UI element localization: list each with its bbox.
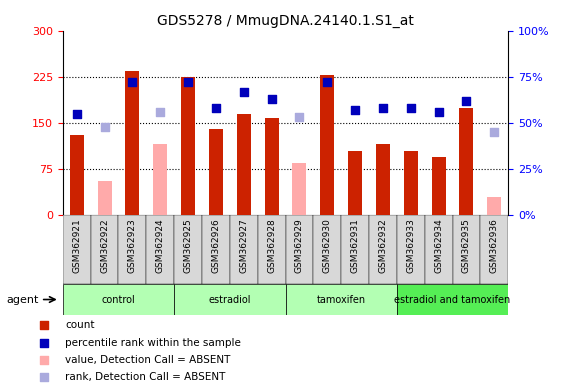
Point (323, 79, 332, 85)
Text: control: control (102, 295, 135, 305)
Text: GSM362921: GSM362921 (72, 218, 81, 273)
Bar (181, 77, 195, 215)
Point (462, 98, 471, 104)
Bar (126, 71, 139, 215)
Bar (258, 215, 286, 284)
Point (156, 109, 165, 115)
Text: GSM362924: GSM362924 (156, 218, 165, 273)
Bar (432, 157, 445, 215)
Bar (453, 215, 480, 284)
Bar (153, 144, 167, 215)
Point (100, 124, 109, 130)
Point (211, 105, 220, 111)
FancyBboxPatch shape (63, 284, 174, 315)
Bar (286, 215, 313, 284)
Text: percentile rank within the sample: percentile rank within the sample (65, 338, 241, 348)
Bar (146, 215, 174, 284)
Bar (376, 144, 390, 215)
Point (183, 79, 192, 85)
Point (72, 111, 81, 117)
Bar (397, 215, 425, 284)
Text: GSM362933: GSM362933 (406, 218, 415, 273)
FancyBboxPatch shape (397, 284, 508, 315)
Text: GSM362929: GSM362929 (295, 218, 304, 273)
Point (430, 135, 439, 141)
Point (267, 96, 276, 102)
Point (239, 88, 248, 94)
Point (434, 109, 443, 115)
Bar (209, 129, 223, 215)
Bar (63, 215, 91, 284)
Point (430, 289, 439, 295)
Text: estradiol and tamoxifen: estradiol and tamoxifen (395, 295, 510, 305)
Text: GSM362932: GSM362932 (379, 218, 388, 273)
Bar (70, 135, 84, 215)
Bar (341, 215, 369, 284)
Bar (174, 215, 202, 284)
Text: GSM362928: GSM362928 (267, 218, 276, 273)
Bar (91, 215, 119, 284)
Text: estradiol: estradiol (208, 295, 251, 305)
Bar (460, 108, 473, 215)
Text: value, Detection Call = ABSENT: value, Detection Call = ABSENT (65, 356, 231, 366)
Bar (237, 114, 251, 215)
Text: agent: agent (6, 295, 39, 305)
Point (128, 79, 137, 85)
Point (295, 114, 304, 121)
FancyBboxPatch shape (286, 284, 397, 315)
Text: rank, Detection Call = ABSENT: rank, Detection Call = ABSENT (65, 372, 226, 382)
Point (351, 107, 360, 113)
Text: GSM362931: GSM362931 (351, 218, 360, 273)
Text: GSM362923: GSM362923 (128, 218, 137, 273)
Text: GSM362934: GSM362934 (434, 218, 443, 273)
Text: GSM362936: GSM362936 (490, 218, 499, 273)
Bar (348, 151, 362, 215)
Text: GSM362927: GSM362927 (239, 218, 248, 273)
Text: GSM362935: GSM362935 (462, 218, 471, 273)
Text: GSM362922: GSM362922 (100, 218, 109, 273)
Point (406, 105, 415, 111)
Point (379, 105, 388, 111)
Title: GDS5278 / MmugDNA.24140.1.S1_at: GDS5278 / MmugDNA.24140.1.S1_at (157, 14, 414, 28)
Bar (264, 118, 279, 215)
Text: count: count (65, 320, 95, 330)
Text: GSM362925: GSM362925 (183, 218, 192, 273)
Bar (320, 75, 334, 215)
Bar (98, 181, 111, 215)
Bar (425, 215, 452, 284)
Bar (230, 215, 258, 284)
Bar (292, 163, 307, 215)
Text: GSM362930: GSM362930 (323, 218, 332, 273)
Bar (202, 215, 230, 284)
Text: GSM362926: GSM362926 (211, 218, 220, 273)
FancyBboxPatch shape (174, 284, 286, 315)
Text: tamoxifen: tamoxifen (316, 295, 366, 305)
Bar (487, 197, 501, 215)
Bar (480, 215, 508, 284)
Bar (313, 215, 341, 284)
Bar (119, 215, 146, 284)
Bar (404, 151, 418, 215)
Bar (369, 215, 397, 284)
Point (490, 129, 499, 135)
